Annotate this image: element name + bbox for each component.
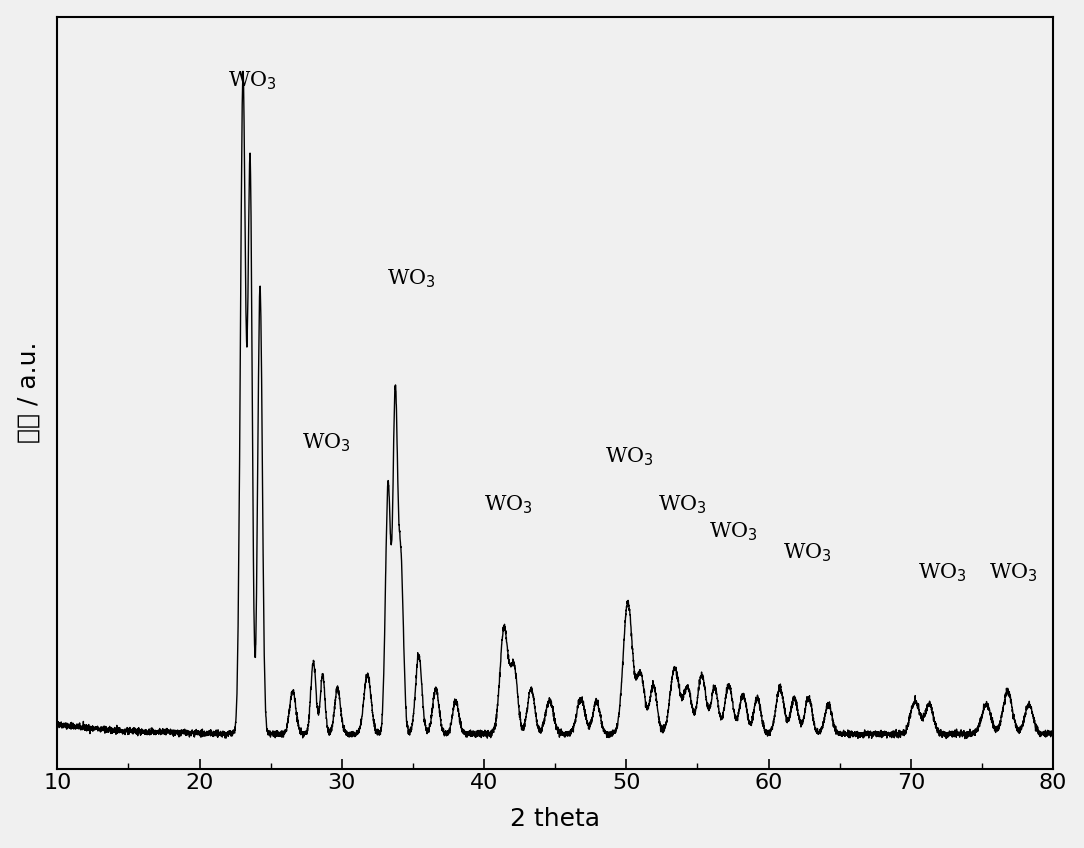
Text: WO$_3$: WO$_3$ (605, 445, 654, 468)
X-axis label: 2 theta: 2 theta (511, 807, 601, 831)
Text: WO$_3$: WO$_3$ (783, 541, 831, 564)
Text: WO$_3$: WO$_3$ (918, 561, 967, 584)
Text: WO$_3$: WO$_3$ (658, 493, 707, 516)
Text: WO$_3$: WO$_3$ (387, 267, 436, 290)
Y-axis label: 强度 / a.u.: 强度 / a.u. (16, 342, 41, 444)
Text: WO$_3$: WO$_3$ (228, 70, 276, 92)
Text: WO$_3$: WO$_3$ (989, 561, 1037, 584)
Text: WO$_3$: WO$_3$ (709, 521, 758, 543)
Text: WO$_3$: WO$_3$ (302, 432, 351, 455)
Text: WO$_3$: WO$_3$ (485, 493, 533, 516)
